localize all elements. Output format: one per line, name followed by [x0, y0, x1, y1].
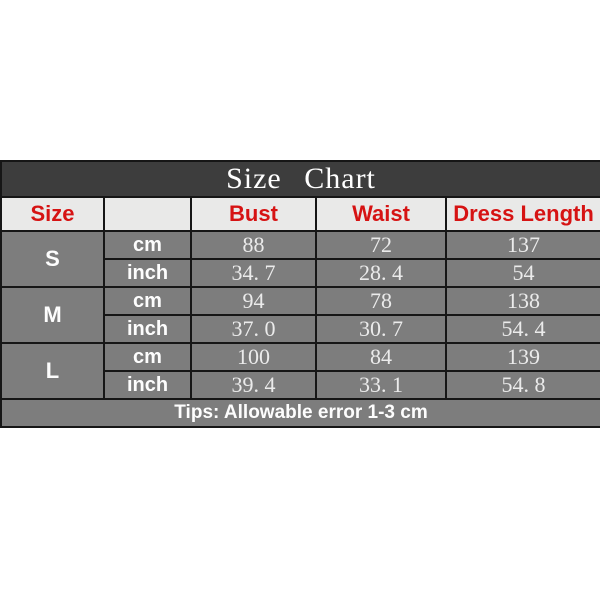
table-row-s-cm: S cm 88 72 137 — [0, 230, 600, 288]
waist-value: 33. 1 — [315, 370, 447, 400]
size-chart-table: Size Chart Size Bust Waist Dress Length … — [0, 160, 600, 428]
header-bust: Bust — [190, 196, 317, 232]
unit-label: inch — [103, 258, 192, 288]
size-label-m: M — [0, 286, 105, 344]
header-unit — [103, 196, 192, 232]
table-row-m-inch: inch 37. 0 30. 7 54. 4 — [1, 314, 600, 344]
dress-length-value: 137 — [444, 230, 600, 260]
bust-value: 88 — [190, 230, 317, 260]
tips-text: Tips: Allowable error 1-3 cm — [0, 398, 600, 428]
unit-label: inch — [103, 314, 192, 344]
table-row-l-cm: L cm 100 84 139 — [0, 342, 600, 400]
dress-length-value: 54. 8 — [444, 370, 600, 400]
waist-value: 78 — [315, 286, 447, 316]
bust-value: 94 — [190, 286, 317, 316]
unit-label: cm — [103, 230, 192, 260]
bust-value: 37. 0 — [190, 314, 317, 344]
bust-value: 100 — [190, 342, 317, 372]
tips-row: Tips: Allowable error 1-3 cm — [0, 398, 600, 428]
bust-value: 34. 7 — [190, 258, 317, 288]
size-label-s: S — [0, 230, 105, 288]
table-row-m-cm: M cm 94 78 138 — [0, 286, 600, 344]
bust-value: 39. 4 — [190, 370, 317, 400]
unit-label: inch — [103, 370, 192, 400]
header-waist: Waist — [315, 196, 447, 232]
dress-length-value: 138 — [444, 286, 600, 316]
unit-label: cm — [103, 286, 192, 316]
title-row: Size Chart — [0, 160, 600, 198]
size-label-l: L — [0, 342, 105, 400]
waist-value: 30. 7 — [315, 314, 447, 344]
chart-title: Size Chart — [0, 160, 600, 198]
header-row: Size Bust Waist Dress Length — [0, 196, 600, 232]
header-size: Size — [0, 196, 105, 232]
dress-length-value: 139 — [444, 342, 600, 372]
header-dress-length: Dress Length — [444, 196, 600, 232]
table-row-s-inch: inch 34. 7 28. 4 54 — [1, 258, 600, 288]
unit-label: cm — [103, 342, 192, 372]
waist-value: 28. 4 — [315, 258, 447, 288]
table-row-l-inch: inch 39. 4 33. 1 54. 8 — [1, 370, 600, 400]
dress-length-value: 54. 4 — [444, 314, 600, 344]
waist-value: 84 — [315, 342, 447, 372]
dress-length-value: 54 — [444, 258, 600, 288]
waist-value: 72 — [315, 230, 447, 260]
